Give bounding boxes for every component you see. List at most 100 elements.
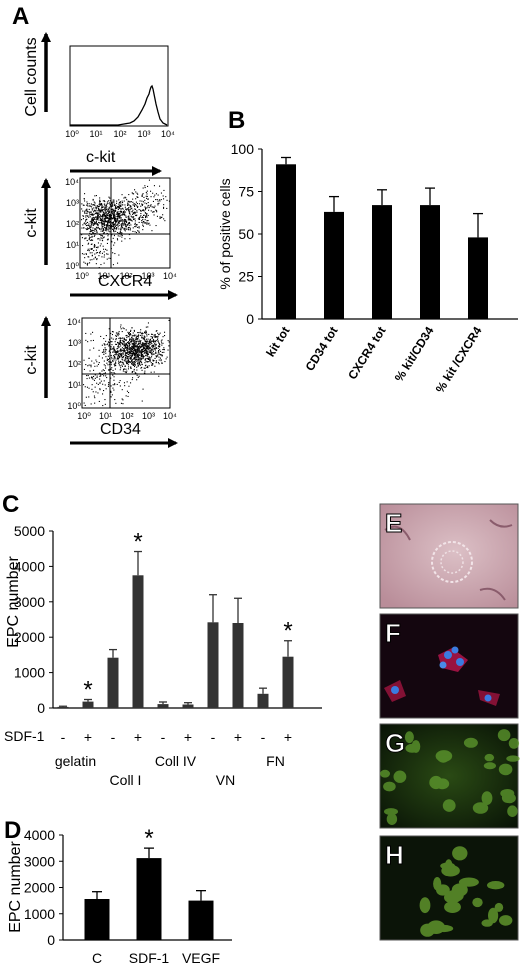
dot2-ylabel: c-kit [23,345,40,375]
micrograph-f: F [379,613,519,719]
y-tick-label: 3000 [24,853,55,869]
sdf-sign: - [261,729,266,745]
bar [82,701,94,708]
y-tick-label: 5000 [14,523,45,539]
dot2-xlabel: CD34 [100,421,141,438]
y-tick-label: 4000 [24,827,55,843]
sdf-sign: + [84,729,92,745]
y-tick-label: 50 [238,226,254,242]
chart-c-ylabel: EPC number [5,556,22,648]
y-tick-label: 25 [238,269,254,285]
group-label: FN [266,753,285,769]
dot2-x-tick-0: 10⁰ [77,411,91,421]
bar [182,704,194,708]
bar [276,164,296,319]
chart-b: % of positive cells 0 25 50 75 100 kit tot CD3… [217,141,518,395]
histogram-frame [69,45,169,127]
bar [282,656,294,708]
dot2-y-tick-1: 10¹ [68,380,81,390]
sdf-sign: + [234,729,242,745]
histogram-x-tick-0: 10⁰ [65,129,79,139]
y-tick-label: 0 [37,700,45,716]
y-tick-label: 1000 [24,906,55,922]
bar [420,205,440,319]
dot2-y-tick-4: 10⁴ [67,317,81,327]
bar [107,657,119,708]
y-tick-label: 2000 [24,880,55,896]
micrograph-g: G [379,723,520,829]
sdf-sign: - [111,729,116,745]
significance-marker: * [283,618,292,645]
panel-label-f: F [385,618,401,648]
micrograph-h: H [379,835,519,941]
dot2-events [83,319,170,407]
dot1-events [81,179,170,269]
x-tick-label: C [92,950,102,966]
dot1-y-tick-labels: 10⁰ 10¹ 10² 10³ 10⁴ [65,177,79,271]
x-tick-label: CD34 tot [303,324,341,373]
x-tick-label: VEGF [182,950,220,966]
significance-marker: * [133,529,142,556]
x-tick-label: % kit /CXCR4 [433,324,485,396]
chart-d-plot: 0 1000 2000 3000 4000 * C SDF-1 VEGF [24,825,232,966]
dot2-y-tick-0: 10⁰ [67,401,81,411]
dot1-y-tick-4: 10⁴ [65,177,79,187]
dot1-y-tick-3: 10³ [66,198,79,208]
dot1-ylabel: c-kit [23,208,40,238]
bar [324,211,344,319]
chart-d-ylabel: EPC number [7,841,24,933]
dot2-x-tick-labels: 10⁰ 10¹ 10² 10³ 10⁴ [77,411,177,421]
panel-label-a: A [12,3,29,30]
histogram-curve [70,84,168,126]
flow-dotplot-cxcr4: c-kit 10⁰ 10¹ 10² 10³ 10⁴ 10⁰ 10¹ 10² 10³ 10⁴ CX… [23,177,178,300]
bar [84,899,110,940]
bar [136,858,162,940]
histogram-x-tick-1: 10¹ [89,129,102,139]
bar [132,575,144,709]
group-label: gelatin [55,753,96,769]
dot2-y-tick-2: 10² [68,359,81,369]
histogram-ylabel: Cell counts [23,37,40,116]
chart-d: EPC number 0 1000 2000 3000 4000 * C SDF-1 VEGF [7,825,232,966]
panel-label-h: H [385,840,404,870]
dot2-y-tick-labels: 10⁰ 10¹ 10² 10³ 10⁴ [67,317,81,411]
dot1-x-tick-1: 10¹ [97,271,110,281]
sdf-sign: + [134,729,142,745]
x-tick-label: % kit/CD34 [392,324,437,384]
y-tick-label: 2000 [14,629,45,645]
dot1-y-tick-1: 10¹ [66,240,79,250]
sdf-sign: - [161,729,166,745]
panel-label-d: D [4,817,21,844]
y-tick-label: 100 [231,141,255,157]
chart-b-ylabel: % of positive cells [217,178,233,289]
bar [57,706,69,708]
y-tick-label: 75 [238,184,254,200]
dot1-y-tick-2: 10² [66,219,79,229]
histogram-tick-labels: 10⁰ 10¹ 10² 10³ 10⁴ [65,129,175,139]
panel-label-b: B [228,107,245,134]
dot2-x-tick-2: 10² [120,411,133,421]
dot1-xlabel: CXCR4 [98,273,152,290]
x-tick-label: CXCR4 tot [345,324,388,382]
chart-c: EPC number SDF-1 0 1000 2000 3000 4000 5000 * *… [4,523,322,788]
bar [372,205,392,319]
dot1-x-tick-3: 10³ [141,271,154,281]
group-label: VN [216,772,235,788]
dot2-x-tick-3: 10³ [142,411,155,421]
y-tick-label: 4000 [14,558,45,574]
significance-marker: * [83,677,92,704]
dot1-x-tick-labels: 10⁰ 10¹ 10² 10³ 10⁴ [75,271,177,281]
panel-label-c: C [2,491,19,518]
y-tick-label: 0 [47,932,55,948]
dot2-x-tick-1: 10¹ [99,411,112,421]
bar [257,693,269,708]
chart-b-plot: 0 25 50 75 100 kit tot CD34 tot CXCR4 tot% kit/… [231,141,518,395]
dot2-x-tick-4: 10⁴ [163,411,177,421]
sdf-sign: + [184,729,192,745]
histogram-x-tick-4: 10⁴ [161,129,175,139]
y-tick-label: 3000 [14,594,45,610]
panel-label-g: G [385,728,405,758]
bar [157,704,169,708]
histogram-xlabel: c-kit [86,149,116,166]
sdf-sign: - [211,729,216,745]
